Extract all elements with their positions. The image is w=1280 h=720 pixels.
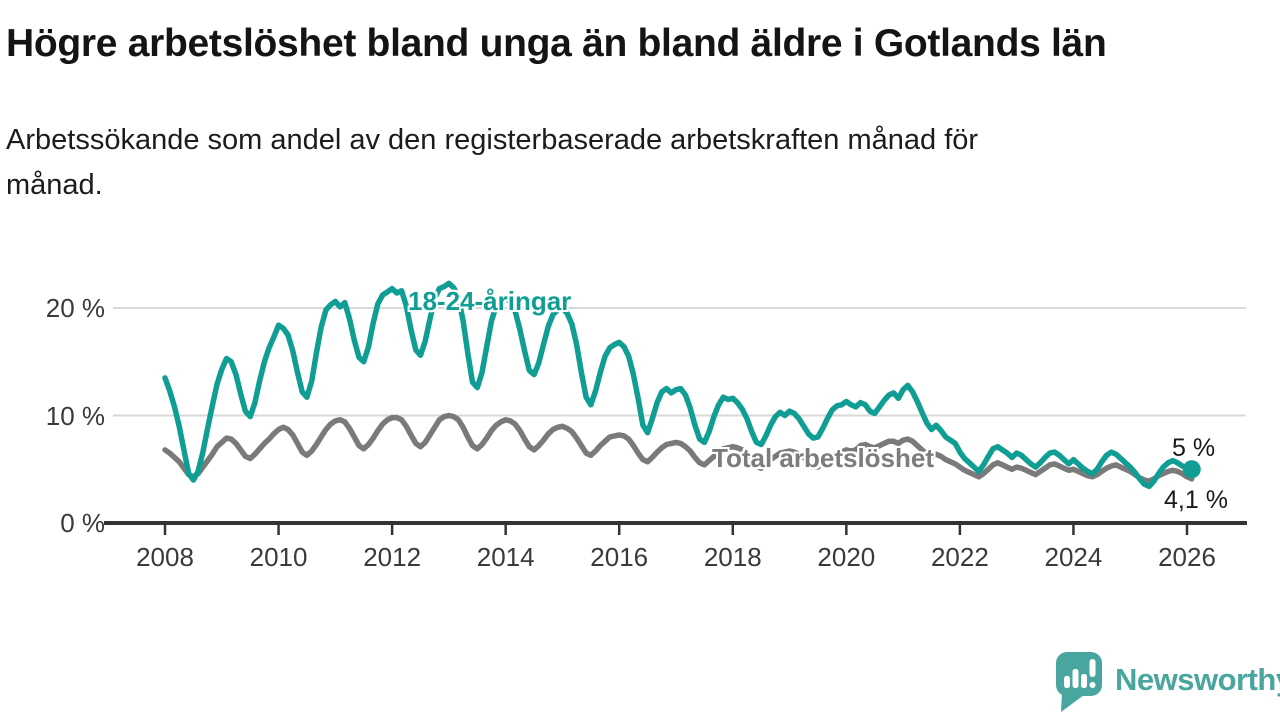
x-tick-label: 2020 — [817, 542, 876, 572]
x-tick-label: 2022 — [930, 542, 989, 572]
newsworthy-logo: Newsworthy — [1054, 648, 1280, 712]
y-tick-label: 20 % — [45, 293, 105, 323]
newsworthy-wordmark: Newsworthy — [1115, 662, 1280, 697]
series-end-dot — [1182, 460, 1201, 479]
page-title: Högre arbetslöshet bland unga än bland ä… — [6, 22, 1107, 65]
logo-exclamation-bar — [1089, 659, 1096, 677]
y-tick-label: 10 % — [45, 400, 105, 431]
end-value-label-total: 4,1 % — [1164, 486, 1228, 514]
x-tick-label: 2026 — [1158, 542, 1216, 572]
x-tick-label: 2014 — [476, 542, 535, 572]
series-line-total — [162, 412, 1195, 484]
x-tick-label: 2012 — [363, 542, 422, 572]
y-tick-label: 0 % — [60, 508, 105, 538]
x-tick-label: 2010 — [249, 542, 308, 572]
end-value-label-youth: 5 % — [1172, 434, 1216, 462]
logo-exclamation-dot — [1089, 682, 1096, 688]
logo-bar-3 — [1081, 674, 1087, 688]
x-tick-label: 2018 — [703, 542, 762, 572]
x-tick-label: 2024 — [1044, 542, 1103, 572]
series-label-total: Total arbetslöshet — [712, 443, 935, 473]
series-label-youth: 18-24-åringar — [408, 286, 572, 316]
logo-bar-2 — [1072, 669, 1079, 688]
x-tick-label: 2016 — [590, 542, 649, 572]
series-line-youth — [162, 280, 1195, 490]
chart-subtitle: Arbetssökande som andel av den registerb… — [6, 124, 979, 201]
x-tick-label: 2008 — [136, 542, 194, 572]
newsworthy-logo-icon — [1056, 652, 1102, 712]
logo-bar-1 — [1064, 676, 1070, 688]
